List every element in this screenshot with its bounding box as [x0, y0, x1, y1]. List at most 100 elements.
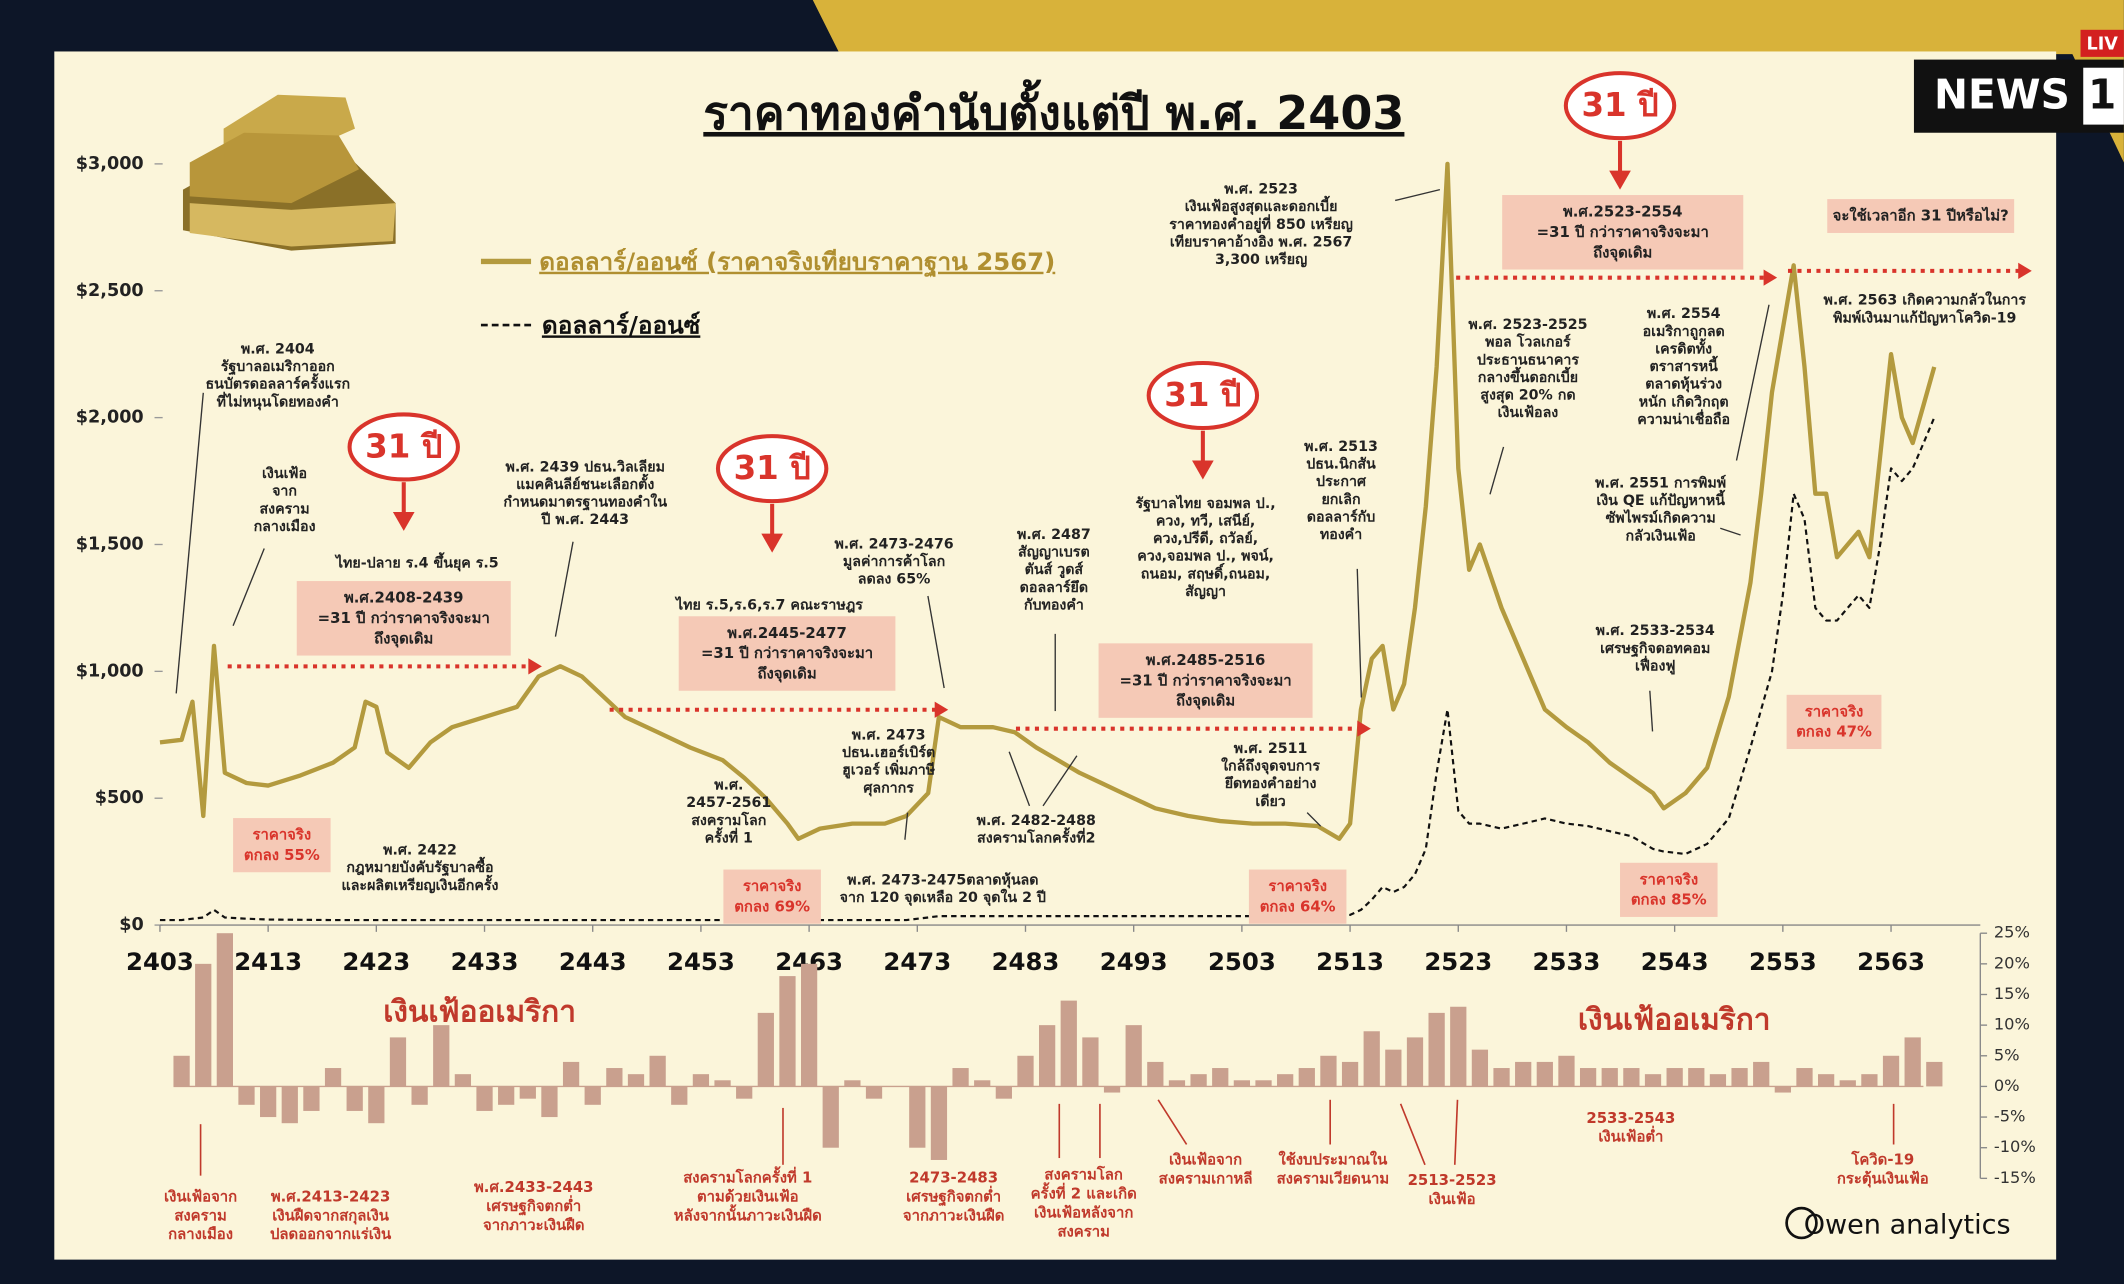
- annotation: ถึงจุดเดิม: [757, 665, 816, 683]
- guide-arrowhead: [2018, 262, 2032, 280]
- annotation: =31 ปี กว่าราคาจริงจะมา: [701, 644, 873, 662]
- annotation: พ.ศ. 2473-2476: [834, 536, 953, 552]
- bar: [1212, 1068, 1229, 1087]
- bar: [1774, 1086, 1791, 1093]
- annotation: สงคราม: [259, 501, 309, 517]
- bar: [1666, 1068, 1683, 1087]
- x-tick-label: 2503: [1208, 947, 1276, 976]
- guide-arrowhead: [1357, 720, 1371, 737]
- annotation: ควง,จอมพล ป., พจน์,: [1137, 548, 1274, 565]
- annotation: กระตุ้นเงินเฟ้อ: [1837, 1170, 1929, 1188]
- x-tick-label: 2413: [234, 947, 302, 976]
- annotation: พ.ศ. 2473: [852, 727, 926, 743]
- y-tick-label: -15%: [1994, 1168, 2036, 1187]
- leader-line: [1356, 568, 1363, 698]
- annotation: สงครามเกาหลี: [1159, 1170, 1253, 1188]
- x-tick-label: 2533: [1533, 947, 1601, 976]
- annotation: เงินเฟ้อจาก: [164, 1187, 237, 1205]
- bar: [736, 1086, 753, 1099]
- annotation: พ.ศ. 2563 เกิดความกลัวในการ: [1824, 291, 2027, 309]
- y-tick-label: 10%: [1994, 1015, 2030, 1034]
- annotation: =31 ปี กว่าราคาจริงจะมา: [1537, 223, 1709, 241]
- bar: [1103, 1086, 1121, 1093]
- x-tick-label: 2563: [1857, 947, 1925, 976]
- bar: [865, 1086, 883, 1099]
- annotation: หนัก เกิดวิกฤต: [1639, 393, 1729, 410]
- annotation: ครั้งที่ 2 และเกิด: [1031, 1182, 1137, 1203]
- annotation: จาก 120 จุดเหลือ 20 จุดใน 2 ปี: [840, 888, 1046, 906]
- annotation: เงินเฟ้อสูงสุดและดอกเบี้ย: [1185, 195, 1338, 215]
- y-tick-label: -10%: [1994, 1137, 2036, 1156]
- legend-label: ดอลลาร์/ออนซ์ (ราคาจริงเทียบราคาฐาน 2567…: [539, 247, 1055, 278]
- badge-label: 31 ปี: [1164, 376, 1241, 414]
- badge-arrowhead: [761, 533, 783, 553]
- annotation: กลางขึ้นดอกเบี้ย: [1478, 366, 1578, 386]
- annotation: ราคาจริง: [1268, 877, 1327, 895]
- annotation: เงินเฟ้อ: [262, 465, 307, 482]
- leader-line: [1720, 527, 1741, 536]
- annotation: 3,300 เหรียญ: [1215, 252, 1307, 268]
- channel-number: 1: [2088, 71, 2116, 119]
- y-tick-label: $1,500: [76, 534, 144, 554]
- annotation: เงิน QE แก้ปัญหาหนี้: [1596, 489, 1725, 509]
- annotation: หลังจากนั้นภาวะเงินฝืด: [674, 1203, 822, 1224]
- logo-text: Owen analytics: [1804, 1209, 2011, 1240]
- x-tick-label: 2543: [1641, 947, 1709, 976]
- bar: [1168, 1080, 1186, 1087]
- plot: $0 $500 $1,000 $1,500 $2,000 $2,500 $3,000 2403…: [76, 71, 2036, 1243]
- bar: [1017, 1055, 1034, 1087]
- series-line: [159, 161, 1937, 841]
- bar: [974, 1080, 991, 1087]
- annotation: ตกลง 47%: [1796, 723, 1872, 741]
- bar: [1320, 1055, 1337, 1087]
- channel-name: NEWS: [1934, 71, 2070, 119]
- annotation: ครั้งที่ 1: [705, 826, 753, 846]
- bar: [1277, 1074, 1294, 1087]
- live-badge: [2080, 29, 2124, 57]
- bar: [281, 1086, 298, 1124]
- bar: [1709, 1074, 1727, 1087]
- x-tick-label: 2513: [1316, 947, 1384, 976]
- annotation: พ.ศ.2523-2554: [1563, 203, 1683, 221]
- annotation: พิมพ์เงินมาแก้ปัญหาโควิด-19: [1833, 308, 2016, 326]
- annotation: ถึงจุดเดิม: [1593, 243, 1652, 261]
- annotation: พ.ศ. 2422: [383, 843, 457, 859]
- bar: [346, 1086, 363, 1111]
- annotation: สงคราม: [1057, 1223, 1109, 1241]
- annotation: ดอลลาร์กับ: [1307, 508, 1375, 525]
- annotation: พ.ศ. 2513: [1304, 439, 1378, 455]
- bar: [1536, 1061, 1553, 1087]
- bar: [779, 976, 796, 1087]
- annotation: ฮูเวอร์ เพิ่มภาษี: [842, 759, 936, 779]
- y-tick-label: 5%: [1994, 1045, 2020, 1064]
- x-tick-label: 2523: [1424, 947, 1492, 976]
- gold-bars-icon: [182, 94, 396, 251]
- annotation: ปธน.เฮอร์เบิร์ต: [842, 744, 935, 761]
- annotation: พ.ศ.: [714, 778, 743, 794]
- annotation: อเมริกาถูกลด: [1643, 323, 1725, 340]
- note-box: [1098, 643, 1313, 718]
- annotation: ปธน.นิกสัน: [1306, 456, 1376, 473]
- bar: [606, 1068, 623, 1087]
- annotation: จะใช้เวลาอีก 31 ปีหรือไม่?: [1833, 207, 2009, 225]
- annotation: พ.ศ. 2533-2534: [1596, 623, 1715, 639]
- bar: [1817, 1074, 1835, 1087]
- annotation: เดียว: [1255, 794, 1285, 810]
- bar: [1406, 1037, 1424, 1087]
- annotation: สัญญาเบรต: [1018, 545, 1090, 561]
- annotation: ควง,ปรีดี, ถวัลย์,: [1153, 530, 1258, 547]
- annotation: และผลิตเหรียญเงินอีกครั้ง: [342, 874, 499, 894]
- annotation: ราคาทองคำอยู่ที่ 850 เหรียญ: [1169, 213, 1353, 233]
- leader-line: [1489, 446, 1505, 495]
- leader-line: [1649, 690, 1654, 732]
- bar: [1385, 1049, 1402, 1087]
- note-box: [1620, 862, 1718, 917]
- leader-line: [1395, 188, 1441, 202]
- leader-line: [1306, 812, 1322, 827]
- annotation: เศรษฐกิจดอทคอม: [1600, 640, 1710, 658]
- annotation: เงินเฟ้อจาก: [1169, 1151, 1242, 1169]
- annotation: กฎหมายบังคับรัฐบาลซื้อ: [346, 856, 493, 877]
- annotation: ตกลง 85%: [1631, 891, 1707, 909]
- annotation: เงินเฟ้อลง: [1498, 404, 1559, 421]
